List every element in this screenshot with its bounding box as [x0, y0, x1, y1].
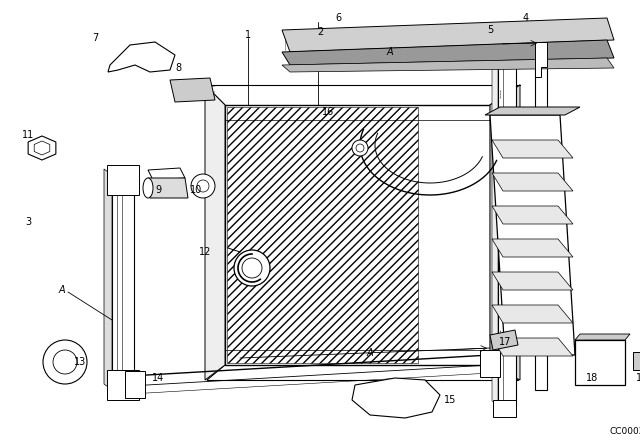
- Text: 11: 11: [22, 130, 34, 140]
- Bar: [225, 105, 490, 365]
- Circle shape: [352, 140, 368, 156]
- Text: 14: 14: [152, 373, 164, 383]
- Polygon shape: [498, 50, 516, 405]
- Polygon shape: [492, 46, 498, 405]
- Text: 10: 10: [190, 185, 202, 195]
- Text: 15: 15: [444, 395, 456, 405]
- Polygon shape: [490, 330, 518, 350]
- Polygon shape: [352, 378, 440, 418]
- Text: A: A: [367, 348, 373, 358]
- Polygon shape: [148, 168, 185, 180]
- Text: 17: 17: [499, 337, 511, 347]
- Text: 5: 5: [487, 25, 493, 35]
- Text: 9: 9: [155, 185, 161, 195]
- Polygon shape: [108, 42, 175, 72]
- Text: A: A: [387, 47, 394, 57]
- Text: 18: 18: [586, 373, 598, 383]
- Polygon shape: [492, 239, 573, 257]
- Polygon shape: [170, 78, 215, 102]
- Polygon shape: [535, 42, 547, 77]
- Circle shape: [356, 144, 364, 152]
- Bar: [227, 107, 418, 363]
- Polygon shape: [492, 140, 573, 158]
- Circle shape: [242, 258, 262, 278]
- Text: 3: 3: [25, 217, 31, 227]
- Text: 1: 1: [245, 30, 251, 40]
- Polygon shape: [205, 85, 225, 380]
- Circle shape: [53, 350, 77, 374]
- Polygon shape: [112, 175, 134, 390]
- Text: CC0002456: CC0002456: [610, 427, 640, 436]
- Polygon shape: [492, 338, 573, 356]
- Text: A: A: [59, 285, 65, 295]
- Polygon shape: [492, 305, 573, 323]
- Polygon shape: [575, 334, 630, 340]
- Text: 7: 7: [92, 33, 98, 43]
- Circle shape: [234, 250, 270, 286]
- Polygon shape: [490, 115, 575, 355]
- Polygon shape: [282, 58, 614, 72]
- Polygon shape: [282, 40, 614, 65]
- Text: 16: 16: [322, 107, 334, 117]
- Polygon shape: [493, 400, 516, 417]
- Bar: [575, 340, 625, 385]
- Polygon shape: [148, 178, 188, 198]
- Text: 2: 2: [317, 27, 323, 37]
- Circle shape: [197, 180, 209, 192]
- Polygon shape: [28, 136, 56, 160]
- Polygon shape: [125, 371, 145, 398]
- Polygon shape: [490, 85, 520, 380]
- Ellipse shape: [143, 178, 153, 198]
- Polygon shape: [492, 272, 573, 290]
- Polygon shape: [282, 18, 614, 52]
- Text: 4: 4: [523, 13, 529, 23]
- Polygon shape: [107, 370, 139, 400]
- Text: 13: 13: [74, 357, 86, 367]
- Polygon shape: [492, 206, 573, 224]
- Polygon shape: [480, 350, 500, 377]
- Polygon shape: [485, 107, 580, 115]
- Circle shape: [43, 340, 87, 384]
- Polygon shape: [492, 173, 573, 191]
- Circle shape: [191, 174, 215, 198]
- Text: 8: 8: [175, 63, 181, 73]
- Polygon shape: [104, 169, 112, 390]
- Text: 6: 6: [335, 13, 341, 23]
- Text: 12: 12: [199, 247, 211, 257]
- Polygon shape: [107, 165, 139, 195]
- Text: 19: 19: [636, 373, 640, 383]
- Polygon shape: [535, 42, 547, 390]
- Bar: [633, 352, 640, 370]
- Polygon shape: [34, 141, 50, 155]
